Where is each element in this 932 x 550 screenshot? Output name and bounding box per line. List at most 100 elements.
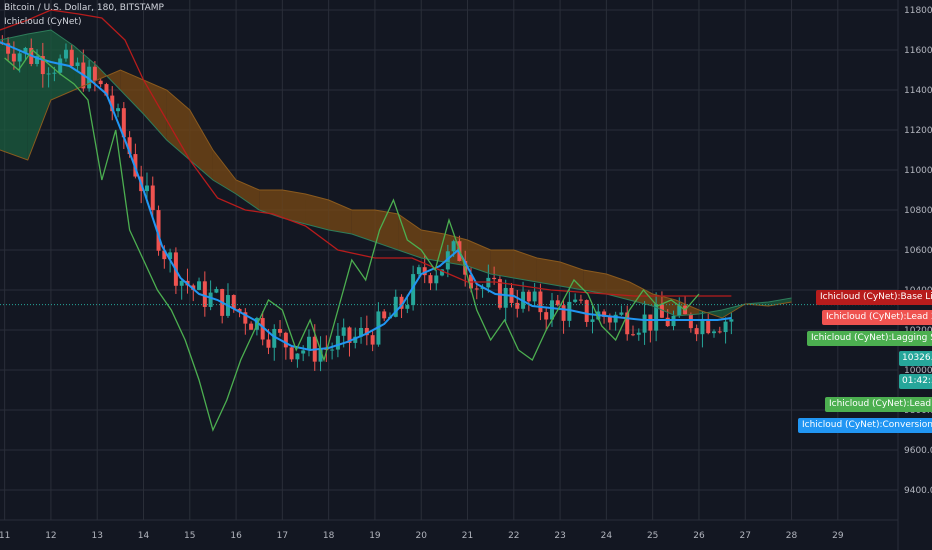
candle-body <box>63 49 68 59</box>
candle-body <box>52 72 57 74</box>
last-price-tag: 10326.96 <box>899 351 932 366</box>
cloud-segment <box>536 258 561 286</box>
candle-body <box>642 314 647 333</box>
cloud-segment <box>74 46 98 90</box>
date-tick-label: 21 <box>462 531 473 541</box>
candle-body <box>341 327 346 336</box>
candle-body <box>249 323 254 330</box>
candle-body <box>723 321 728 333</box>
date-tick-label: 29 <box>832 531 844 541</box>
candle-body <box>474 288 479 290</box>
candle-body <box>301 350 306 354</box>
candle-body <box>451 241 456 252</box>
date-tick-label: 22 <box>508 531 519 541</box>
candle-body <box>526 291 531 302</box>
cloud-segment <box>259 190 283 218</box>
lagging-span-line <box>4 49 700 432</box>
base-line-line <box>0 9 732 297</box>
legend-lead-1: Ichicloud (CyNet):Lead 1 <box>825 397 932 412</box>
candle-body <box>630 334 635 336</box>
candle-body <box>162 250 167 260</box>
candle-body <box>712 331 717 334</box>
candle-body <box>549 300 554 320</box>
date-tick-label: 16 <box>230 531 242 541</box>
price-tick-label: 11400.00 <box>904 86 932 96</box>
candle-body <box>729 319 734 322</box>
lead-1-line <box>0 29 792 317</box>
candle-body <box>69 49 74 66</box>
candle-body <box>665 317 670 327</box>
candle-body <box>706 318 711 334</box>
candle-body <box>353 336 358 343</box>
date-tick-label: 26 <box>693 531 705 541</box>
cloud-segment <box>328 200 352 234</box>
legend-lead-2: Ichicloud (CyNet):Lead 2 <box>822 310 932 325</box>
legend-base-line: Ichicloud (CyNet):Base Line <box>816 290 932 305</box>
candle-body <box>515 302 520 309</box>
candle-body <box>11 53 16 62</box>
candle-body <box>561 305 566 321</box>
candle-body <box>497 279 502 308</box>
cloud-segment <box>398 214 422 258</box>
candle-body <box>295 353 300 360</box>
date-tick-label: 15 <box>184 531 195 541</box>
candle-body <box>648 314 653 331</box>
cloud-segment <box>421 230 445 262</box>
candle-body <box>382 311 387 319</box>
candle-body <box>578 299 583 301</box>
candle-body <box>393 296 398 317</box>
candle-body <box>411 274 416 306</box>
candle-body <box>168 252 173 260</box>
candle-body <box>306 336 311 351</box>
candle-body <box>422 267 427 276</box>
candle-body <box>654 304 659 331</box>
candle-body <box>625 312 630 335</box>
date-tick-label: 25 <box>647 531 658 541</box>
cloud-segment <box>27 30 51 160</box>
cloud-segment <box>305 194 329 230</box>
indicator-lines <box>0 9 792 432</box>
price-tick-label: 11600.00 <box>904 46 932 56</box>
date-tick-label: 27 <box>740 531 751 541</box>
candle-body <box>359 327 364 337</box>
candle-body <box>283 332 288 348</box>
candle-body <box>35 56 40 64</box>
candle-body <box>636 332 641 335</box>
legend-conversion-line: Ichicloud (CyNet):Conversion Line <box>798 418 932 433</box>
cloud-segment <box>513 250 537 282</box>
cloud-segment <box>120 70 144 114</box>
time-axis[interactable]: 11 12 13 14 15 16 17 18 19 20 21 22 23 24 25 26 27 28 29 <box>0 531 844 541</box>
candle-body <box>416 267 421 275</box>
symbol-title: Bitcoin / U.S. Dollar, 180, BITSTAMP <box>4 3 164 13</box>
candle-body <box>278 328 283 333</box>
candle-body <box>445 251 450 270</box>
candle-body <box>405 305 410 309</box>
candle-body <box>116 108 121 112</box>
candle-body <box>399 296 404 309</box>
candle-body <box>214 289 219 293</box>
candle-body <box>75 62 80 66</box>
candle-body <box>677 305 682 316</box>
candle-body <box>318 348 323 362</box>
candle-body <box>544 312 549 320</box>
candle-body <box>503 287 508 308</box>
candle-body <box>555 300 560 306</box>
candle-body <box>347 327 352 343</box>
date-tick-label: 13 <box>91 531 102 541</box>
candle-body <box>98 80 103 85</box>
candle-body <box>202 281 207 307</box>
price-tick-label: 9600.00 <box>904 446 932 456</box>
candle-body <box>492 277 497 280</box>
candle-body <box>17 53 22 62</box>
candle-body <box>237 308 242 313</box>
candle-body <box>619 312 624 315</box>
price-tick-label: 11800.00 <box>904 6 932 16</box>
date-tick-label: 12 <box>45 531 56 541</box>
candle-body <box>335 335 340 350</box>
candle-body <box>260 318 265 340</box>
candle-body <box>567 301 572 321</box>
indicator-title[interactable]: Ichicloud (CyNet) <box>4 17 82 27</box>
candle-body <box>289 347 294 360</box>
candle-body <box>179 280 184 286</box>
